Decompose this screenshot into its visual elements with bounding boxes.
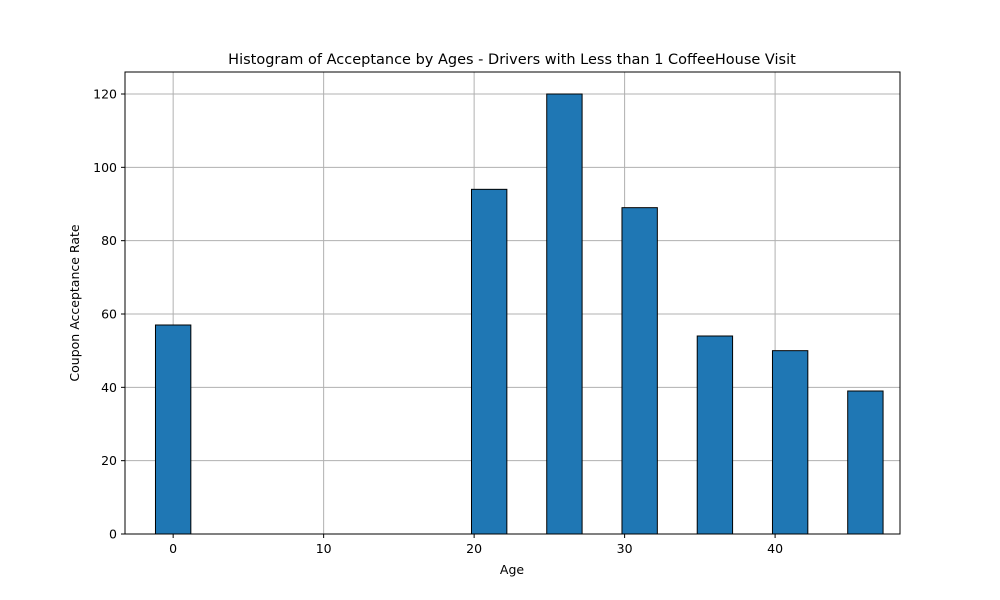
bar-age-41 xyxy=(771,350,809,535)
chart-title: Histogram of Acceptance by Ages - Driver… xyxy=(228,52,796,68)
plot-frame xyxy=(124,71,901,535)
x-tick-label: 40 xyxy=(767,541,783,556)
bar-age-46 xyxy=(847,390,884,535)
bars xyxy=(154,93,884,535)
bar-age-31 xyxy=(621,207,658,535)
x-tick-label: 10 xyxy=(316,541,332,556)
y-tick-label: 0 xyxy=(109,527,117,542)
bar-age-0 xyxy=(154,324,192,535)
bar-age-21 xyxy=(470,188,508,535)
axis-ticks: 0 10 20 30 40 0 20 40 60 80 100 120 xyxy=(93,87,783,557)
y-tick-label: 80 xyxy=(101,233,117,248)
y-axis-label: Coupon Acceptance Rate xyxy=(67,224,82,381)
y-tick-label: 40 xyxy=(101,380,117,395)
x-tick-label: 0 xyxy=(169,541,177,556)
x-tick-label: 20 xyxy=(466,541,482,556)
x-axis-label: Age xyxy=(500,562,524,577)
y-tick-label: 60 xyxy=(101,307,117,322)
bar-age-36 xyxy=(696,335,734,535)
x-tick-label: 30 xyxy=(617,541,633,556)
bar-age-26 xyxy=(546,93,583,535)
y-tick-label: 100 xyxy=(93,160,117,175)
y-tick-label: 120 xyxy=(93,87,117,102)
y-tick-label: 20 xyxy=(101,453,117,468)
